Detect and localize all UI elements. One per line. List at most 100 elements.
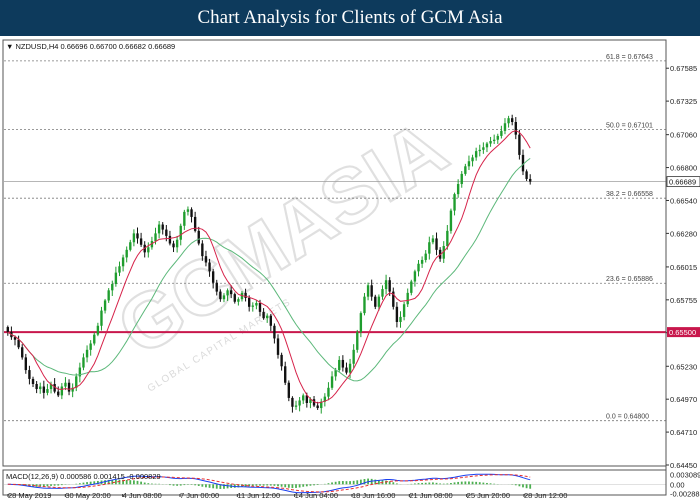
- candle-body: [352, 349, 355, 364]
- candle-body: [503, 123, 507, 131]
- candle-body: [478, 149, 481, 152]
- candle-body: [518, 134, 521, 155]
- time-tick-label: 25 Jun 20:00: [467, 491, 510, 500]
- candle-body: [201, 243, 204, 257]
- macd-line: [7, 473, 531, 494]
- candle-body: [294, 405, 298, 407]
- candle-body: [348, 363, 352, 373]
- candle-body: [244, 292, 247, 298]
- candle-body: [114, 272, 118, 285]
- candle-body: [154, 233, 157, 241]
- candle-body: [107, 290, 110, 301]
- candle-body: [395, 306, 399, 322]
- macd-tick-label: -0.002887: [670, 490, 700, 499]
- candle-body: [21, 347, 24, 358]
- candle-body: [384, 280, 388, 290]
- candle-body: [111, 284, 114, 291]
- candle-body: [359, 313, 363, 333]
- candle-body: [269, 315, 272, 326]
- candle-body: [67, 382, 71, 392]
- current-price-badge: [666, 176, 700, 188]
- candle-body: [521, 154, 525, 172]
- price-tick-label: 0.66280: [670, 229, 697, 238]
- slow-moving-average-line: [7, 158, 531, 382]
- candle-body: [60, 386, 64, 396]
- candle-body: [215, 282, 218, 292]
- candle-body: [49, 383, 53, 390]
- candle-body: [190, 209, 193, 217]
- time-tick-label: 28 Jun 12:00: [524, 491, 567, 500]
- candle-body: [489, 140, 492, 144]
- price-tick-label: 0.66800: [670, 164, 697, 173]
- candle-body: [93, 334, 96, 344]
- candle-body: [237, 299, 240, 302]
- candle-body: [96, 325, 100, 335]
- candle-body: [64, 382, 67, 387]
- candle-body: [345, 367, 348, 373]
- candle-body: [57, 391, 60, 396]
- candle-body: [136, 233, 139, 239]
- time-tick-label: 7 Jun 00:00: [180, 491, 219, 500]
- chart-banner-title: Chart Analysis for Clients of GCM Asia: [0, 0, 700, 36]
- price-tick-label: 0.67060: [670, 131, 697, 140]
- candle-body: [327, 387, 330, 397]
- candle-body: [89, 343, 92, 350]
- current-price-label: 0.66689: [669, 178, 696, 187]
- fast-moving-average-line: [7, 130, 531, 404]
- fib-level-label: 23.6 = 0.65886: [606, 276, 653, 283]
- price-tick-label: 0.66015: [670, 263, 697, 272]
- candle-body: [453, 194, 456, 211]
- time-tick-label: 28 May 2019: [8, 491, 51, 500]
- candle-body: [330, 376, 334, 388]
- price-tick-label: 0.64450: [670, 461, 697, 470]
- price-tick-label: 0.64710: [670, 428, 697, 437]
- candle-body: [474, 151, 478, 158]
- candle-body: [100, 310, 103, 326]
- candle-body: [366, 285, 370, 297]
- candle-body: [460, 173, 463, 185]
- macd-tick-label: 0.00: [670, 480, 685, 489]
- candle-body: [75, 376, 78, 388]
- candle-body: [381, 289, 384, 297]
- candle-body: [402, 304, 406, 317]
- candle-body: [226, 290, 229, 296]
- candle-body: [13, 337, 17, 340]
- fib-level-label: 61.8 = 0.67643: [606, 54, 653, 61]
- candle-body: [179, 225, 182, 240]
- candle-body: [510, 118, 514, 123]
- candle-body: [165, 229, 168, 236]
- candle-body: [233, 294, 236, 302]
- candle-body: [219, 291, 222, 300]
- candle-body: [85, 349, 89, 358]
- candle-body: [442, 246, 445, 259]
- candle-body: [287, 382, 291, 398]
- candle-body: [435, 238, 438, 250]
- candle-body: [410, 281, 413, 293]
- candle-body: [186, 209, 190, 212]
- candle-body: [312, 399, 316, 406]
- macd-signal-line: [7, 474, 531, 493]
- candle-body: [431, 238, 435, 243]
- candle-body: [222, 295, 226, 300]
- price-tick-label: 0.67325: [670, 97, 697, 106]
- candle-body: [255, 302, 258, 306]
- candle-body: [449, 210, 453, 231]
- candle-body: [132, 233, 136, 243]
- price-chart[interactable]: GCMASIA GLOBAL CAPITAL MARKETS 61.8 = 0.…: [0, 36, 700, 500]
- candle-body: [406, 292, 409, 305]
- candle-body: [341, 359, 345, 368]
- candle-body: [172, 243, 175, 248]
- fib-level-label: 50.0 = 0.67101: [606, 122, 653, 129]
- axes: 0.67585 0.67325 0.67060 0.66800 0.66540 0.662…: [2, 41, 700, 500]
- candle-body: [28, 370, 31, 379]
- price-tick-label: 0.66540: [670, 196, 697, 205]
- time-tick-label: 18 Jun 16:00: [352, 491, 395, 500]
- candle-body: [471, 157, 474, 162]
- candle-body: [399, 316, 402, 322]
- candle-body: [507, 118, 510, 124]
- candle-body: [374, 296, 377, 307]
- candle-body: [464, 166, 467, 174]
- candle-body: [525, 171, 528, 179]
- candle-body: [208, 262, 211, 272]
- price-tick-label: 0.65755: [670, 296, 697, 305]
